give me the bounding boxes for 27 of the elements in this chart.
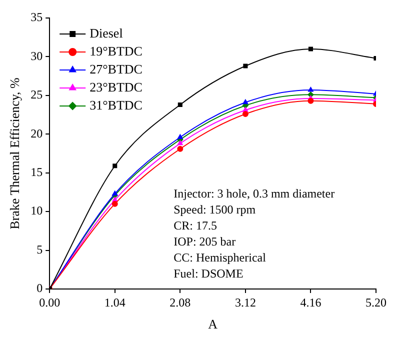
x-tick-label: 2.08 xyxy=(170,295,191,310)
legend-label: Diesel xyxy=(90,25,124,40)
x-tick-label: 0.00 xyxy=(39,295,60,310)
annotation: Injector: 3 hole, 0.3 mm diameter xyxy=(174,186,335,200)
x-tick-label: 3.12 xyxy=(234,295,256,310)
y-tick-label: 0 xyxy=(36,281,43,296)
x-tick-label: 1.04 xyxy=(104,295,126,310)
legend-label: 31°BTDC xyxy=(90,97,142,112)
annotation: CR: 17.5 xyxy=(174,218,217,232)
x-tick-label: 5.20 xyxy=(366,295,386,310)
y-tick-label: 25 xyxy=(30,88,43,102)
y-tick-label: 15 xyxy=(30,165,43,180)
x-tick-label: 4.16 xyxy=(300,295,322,310)
legend-label: 27°BTDC xyxy=(90,61,142,76)
y-axis-title: Brake Thermal Efficiency, % xyxy=(7,77,22,230)
y-tick-label: 5 xyxy=(36,242,43,256)
y-tick-label: 10 xyxy=(30,204,43,218)
annotation: Speed: 1500 rpm xyxy=(174,202,256,216)
annotation: Fuel: DSOME xyxy=(174,266,244,280)
legend-label: 23°BTDC xyxy=(90,79,142,94)
legend-label: 19°BTDC xyxy=(90,43,142,58)
y-tick-label: 20 xyxy=(30,126,43,140)
x-axis-title: A xyxy=(208,316,218,332)
y-tick-label: 30 xyxy=(30,48,43,63)
annotation: IOP: 205 bar xyxy=(174,234,236,248)
y-tick-label: 35 xyxy=(30,10,43,24)
annotation: CC: Hemispherical xyxy=(174,250,267,264)
